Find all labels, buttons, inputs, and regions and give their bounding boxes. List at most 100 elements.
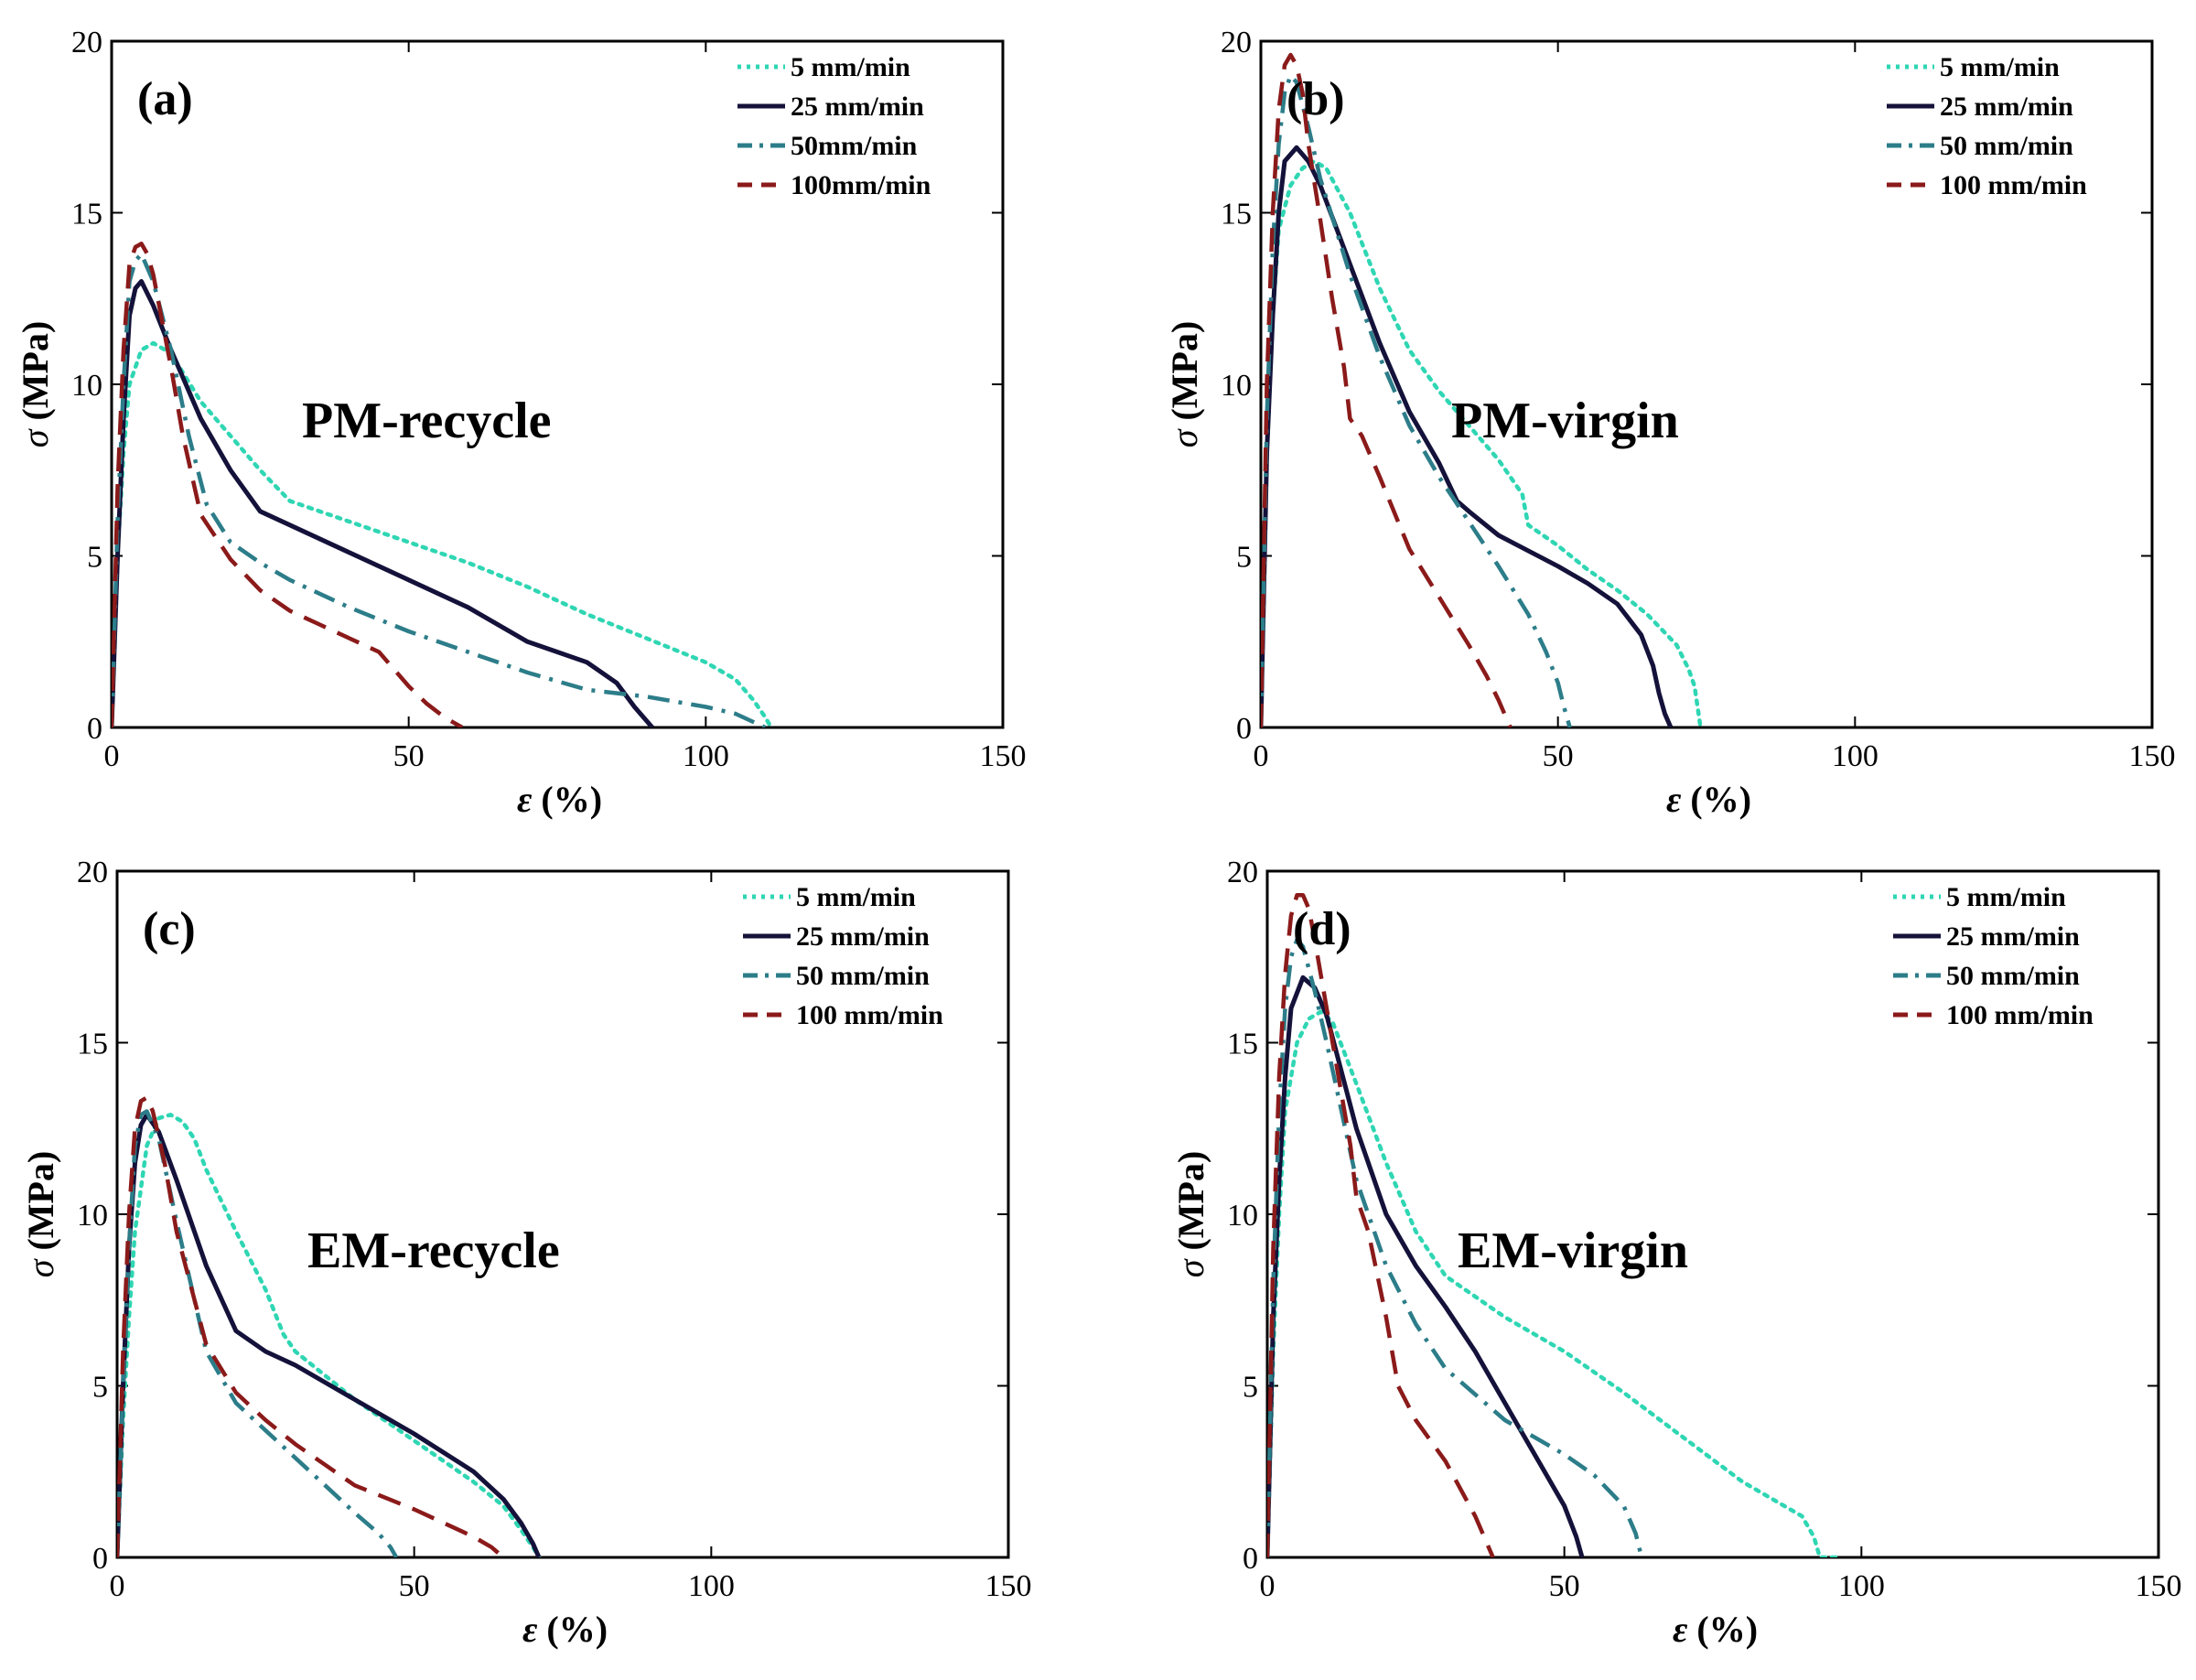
- legend-entry-label: 25 mm/min: [796, 921, 930, 952]
- y-axis-unit: (MPa): [15, 321, 56, 421]
- x-axis-symbol: ε: [1666, 779, 1682, 820]
- legend-entry-label: 100 mm/min: [1946, 1000, 2094, 1030]
- y-tick-label: 0: [1243, 1542, 1258, 1576]
- y-axis-symbol: σ: [15, 428, 56, 447]
- x-tick-label: 150: [2129, 739, 2176, 773]
- x-tick-label: 100: [683, 739, 729, 773]
- panel-annotation: EM-virgin: [1458, 1222, 1688, 1279]
- legend-entry-label: 5 mm/min: [796, 882, 916, 912]
- x-axis-symbol: ε: [522, 1609, 538, 1650]
- y-tick-label: 10: [77, 1199, 108, 1233]
- legend-entry-label: 50 mm/min: [1940, 131, 2073, 161]
- series-line-4: [1267, 892, 1495, 1557]
- y-tick-label: 5: [1243, 1371, 1258, 1405]
- chart-panel-2: 0 50 100 150 0 5 10 15 20 ε (%) σ (MPa) 5 mm/min 25 mm…: [1164, 26, 2176, 820]
- x-tick-label: 0: [1260, 1569, 1276, 1603]
- series-line-2: [1267, 975, 1585, 1557]
- x-axis-symbol: ε: [1673, 1609, 1688, 1650]
- y-axis-symbol: σ: [1164, 428, 1205, 447]
- y-tick-label: 10: [71, 369, 102, 403]
- legend-entry-label: 100mm/min: [791, 170, 931, 200]
- panel-tag: (b): [1286, 73, 1345, 125]
- y-axis-symbol: σ: [1170, 1258, 1211, 1277]
- series-line-1: [1267, 1009, 1840, 1557]
- y-axis-label: σ (MPa): [1164, 321, 1205, 448]
- legend-entry-label: 50 mm/min: [796, 961, 930, 991]
- legend-entry-label: 5 mm/min: [791, 52, 910, 82]
- y-tick-label: 15: [77, 1028, 108, 1061]
- x-tick-label: 50: [399, 1569, 430, 1603]
- chart-panel-4: 0 50 100 150 0 5 10 15 20 ε (%) σ (MPa) 5 mm/min 25 mm…: [1170, 856, 2182, 1650]
- y-axis-unit: (MPa): [20, 1151, 61, 1251]
- series-line-2: [1261, 145, 1674, 727]
- y-tick-label: 5: [1236, 541, 1252, 575]
- x-axis-label: ε (%): [522, 1609, 608, 1650]
- series-line-4: [1261, 52, 1512, 727]
- legend-entry-label: 50 mm/min: [1946, 961, 2080, 991]
- legend-entry-label: 100 mm/min: [796, 1000, 943, 1030]
- x-tick-label: 50: [393, 739, 425, 773]
- y-tick-label: 20: [1227, 856, 1258, 889]
- x-tick-label: 100: [1832, 739, 1878, 773]
- y-axis-label: σ (MPa): [15, 321, 56, 448]
- panel-annotation: PM-recycle: [302, 393, 552, 449]
- y-axis-label: σ (MPa): [1170, 1151, 1211, 1278]
- x-axis-label: ε (%): [1673, 1609, 1758, 1650]
- series-line-1: [112, 340, 774, 727]
- x-tick-label: 0: [1254, 739, 1269, 773]
- x-tick-label: 150: [985, 1569, 1032, 1603]
- panel-annotation: EM-recycle: [307, 1222, 560, 1279]
- legend-entry-label: 25 mm/min: [1940, 92, 2073, 122]
- y-axis-symbol: σ: [20, 1258, 61, 1277]
- y-tick-label: 15: [1221, 198, 1252, 232]
- y-tick-label: 5: [92, 1371, 108, 1405]
- y-axis-label: σ (MPa): [20, 1151, 61, 1278]
- x-tick-label: 50: [1543, 739, 1574, 773]
- y-axis-unit: (MPa): [1164, 321, 1205, 421]
- y-axis-unit: (MPa): [1170, 1151, 1211, 1251]
- y-tick-label: 10: [1227, 1199, 1258, 1233]
- legend-entry-label: 50mm/min: [791, 131, 918, 161]
- x-axis-label: ε (%): [1666, 779, 1751, 820]
- y-tick-label: 20: [77, 856, 108, 889]
- y-tick-label: 15: [1227, 1028, 1258, 1061]
- legend-entry-label: 100 mm/min: [1940, 170, 2087, 200]
- panel-tag: (a): [137, 73, 193, 125]
- series-line-1: [117, 1113, 542, 1557]
- series-line-2: [112, 279, 654, 727]
- series-line-1: [1261, 159, 1703, 727]
- series-line-4: [117, 1095, 505, 1557]
- y-tick-label: 5: [87, 541, 102, 575]
- x-axis-unit: (%): [546, 1609, 608, 1650]
- x-tick-label: 150: [980, 739, 1027, 773]
- x-tick-label: 100: [688, 1569, 735, 1603]
- series-line-3: [112, 252, 767, 727]
- x-tick-label: 100: [1838, 1569, 1885, 1603]
- panel-annotation: PM-virgin: [1451, 393, 1679, 449]
- x-axis-unit: (%): [1690, 779, 1751, 820]
- panel-tag: (d): [1293, 903, 1351, 955]
- y-tick-label: 20: [71, 26, 102, 59]
- y-tick-label: 0: [92, 1542, 108, 1576]
- x-tick-label: 50: [1549, 1569, 1580, 1603]
- y-tick-label: 20: [1221, 26, 1252, 59]
- legend-entry-label: 25 mm/min: [791, 92, 924, 122]
- panel-tag: (c): [143, 903, 196, 955]
- legend-entry-label: 5 mm/min: [1946, 882, 2066, 912]
- series-line-2: [117, 1112, 542, 1557]
- x-tick-label: 150: [2136, 1569, 2182, 1603]
- x-axis-unit: (%): [1696, 1609, 1758, 1650]
- x-tick-label: 0: [110, 1569, 125, 1603]
- x-tick-label: 0: [104, 739, 120, 773]
- x-axis-label: ε (%): [517, 779, 602, 820]
- x-axis-unit: (%): [541, 779, 602, 820]
- chart-panel-3: 0 50 100 150 0 5 10 15 20 ε (%) σ (MPa) 5 mm/min 25 mm…: [20, 856, 1032, 1650]
- x-axis-symbol: ε: [517, 779, 533, 820]
- legend-entry-label: 5 mm/min: [1940, 52, 2060, 82]
- legend-entry-label: 25 mm/min: [1946, 921, 2080, 952]
- series-line-3: [1261, 73, 1572, 727]
- chart-panel-1: 0 50 100 150 0 5 10 15 20 ε (%) σ (MPa) 5 mm/min 25 mm…: [15, 26, 1027, 820]
- series-line-3: [117, 1109, 399, 1557]
- y-tick-label: 0: [87, 712, 102, 746]
